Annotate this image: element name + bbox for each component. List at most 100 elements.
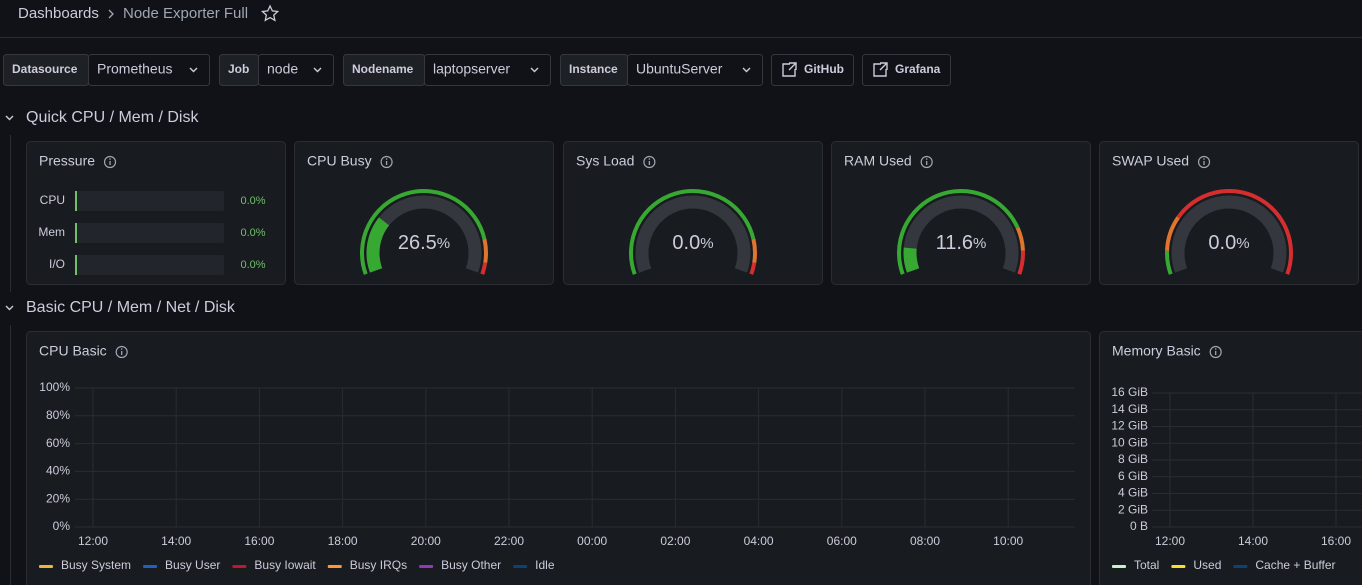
breadcrumb-link[interactable]: Dashboards — [18, 5, 99, 22]
y-tick-label: 80% — [46, 408, 70, 422]
legend-swatch — [327, 565, 342, 568]
variable-value-box — [88, 54, 210, 86]
x-tick-label: 12:00 — [78, 534, 108, 548]
link-box — [862, 54, 951, 86]
link-label: Grafana — [895, 62, 941, 76]
bar-track — [75, 223, 224, 243]
y-tick-label: 2 GiB — [1118, 502, 1148, 516]
variable-value-box — [258, 54, 334, 86]
gauge-value: 0.0% — [1208, 232, 1249, 254]
bar-label: Mem — [38, 225, 65, 239]
gauge-track — [903, 195, 1019, 273]
gauge-unit: % — [973, 235, 986, 252]
legend-item[interactable]: Used — [1171, 558, 1221, 572]
threshold-arc — [360, 189, 487, 275]
panel-title: Pressure — [39, 153, 95, 169]
panel-frame — [1099, 141, 1359, 285]
legend-item[interactable]: Idle — [513, 558, 555, 572]
legend-item[interactable]: Busy Iowait — [232, 558, 316, 572]
panel-title: CPU Busy — [307, 153, 372, 169]
gauge-track — [635, 195, 751, 273]
dropdown-caret — [313, 67, 322, 73]
legend-swatch — [1171, 565, 1186, 568]
x-tick-label: 00:00 — [577, 534, 607, 548]
x-tick-label: 02:00 — [660, 534, 690, 548]
legend-label: Cache + Buffer — [1255, 558, 1335, 572]
gauge-unit: % — [1236, 235, 1249, 252]
info-icon[interactable] — [380, 155, 393, 169]
legend-swatch — [1112, 565, 1126, 568]
legend-swatch — [232, 565, 247, 568]
dropdown-caret — [530, 67, 539, 73]
x-tick-label: 04:00 — [744, 534, 774, 548]
legend-label: Busy IRQs — [350, 558, 407, 572]
legend-item[interactable]: Busy System — [39, 558, 131, 572]
x-tick-label: 16:00 — [1321, 534, 1351, 548]
variable-picker[interactable]: Nodename laptopserver — [343, 54, 551, 86]
bar-fill — [75, 223, 77, 243]
threshold-arc — [1176, 189, 1293, 275]
panel: Pressure CPU 0.0% Mem 0.0% I/O 0.0% — [26, 141, 286, 285]
y-tick-label: 16 GiB — [1111, 385, 1148, 399]
legend-item[interactable]: Total — [1112, 558, 1159, 572]
y-tick-label: 0% — [53, 519, 71, 533]
gauge-number: 11.6 — [936, 232, 973, 254]
legend-label: Busy User — [165, 558, 220, 572]
info-icon[interactable] — [103, 155, 117, 169]
legend-swatch — [419, 565, 434, 568]
row-title: Basic CPU / Mem / Net / Disk — [26, 299, 236, 316]
link-button[interactable]: Grafana — [862, 54, 951, 86]
info-icon[interactable] — [115, 345, 128, 359]
legend-item[interactable]: Busy User — [143, 558, 220, 572]
legend-item[interactable]: Busy Other — [419, 558, 501, 572]
threshold-arc — [482, 238, 488, 264]
panel-frame — [26, 331, 1091, 585]
variable-picker[interactable]: Instance UbuntuServer — [560, 54, 763, 86]
x-tick-label: 18:00 — [328, 534, 358, 548]
variable-value: UbuntuServer — [636, 61, 723, 77]
legend-label: Busy Other — [441, 558, 501, 572]
variable-picker[interactable]: Job node — [219, 54, 334, 86]
panel-frame — [563, 141, 823, 285]
gauge-value-arc — [903, 247, 920, 273]
bar-fill — [75, 191, 77, 211]
gauge-value: 0.0% — [672, 232, 713, 254]
dropdown-caret — [742, 67, 751, 73]
gauge-value: 11.6% — [936, 232, 987, 254]
legend-item[interactable]: Cache + Buffer — [1233, 558, 1336, 572]
legend-item[interactable]: Busy IRQs — [327, 558, 407, 572]
row-chevron — [5, 305, 14, 311]
info-icon[interactable] — [1209, 345, 1222, 359]
external-link-icon — [782, 62, 797, 77]
y-tick-label: 12 GiB — [1111, 419, 1148, 433]
y-tick-label: 60% — [46, 436, 70, 450]
variable-label: Instance — [569, 62, 618, 76]
info-icon[interactable] — [643, 155, 656, 169]
info-icon-dot — [925, 158, 928, 160]
star-icon[interactable] — [260, 4, 280, 22]
x-tick-label: 06:00 — [827, 534, 857, 548]
row-chevron — [5, 115, 14, 121]
panel: SWAP Used 0.0% — [1099, 141, 1359, 285]
variable-value: node — [267, 61, 298, 77]
breadcrumb-separator — [108, 9, 114, 19]
threshold-arc — [897, 189, 1020, 275]
row-header[interactable]: Basic CPU / Mem / Net / Disk — [5, 299, 236, 316]
x-tick-label: 10:00 — [993, 534, 1023, 548]
variable-value-box — [627, 54, 763, 86]
variable-picker[interactable]: Datasource Prometheus — [3, 54, 210, 86]
x-tick-label: 22:00 — [494, 534, 524, 548]
bar-fill — [75, 255, 77, 275]
panel: CPU Busy 26.5% — [294, 141, 554, 285]
row-header[interactable]: Quick CPU / Mem / Disk — [5, 109, 199, 126]
gauge-unit: % — [437, 235, 450, 252]
gauge-unit: % — [700, 235, 713, 252]
bar-track — [75, 191, 224, 211]
info-icon[interactable] — [1197, 155, 1211, 169]
link-button[interactable]: GitHub — [771, 54, 854, 86]
info-icon-dot — [120, 348, 123, 350]
gauge-number: 0.0 — [1208, 232, 1236, 254]
info-icon[interactable] — [920, 155, 933, 169]
